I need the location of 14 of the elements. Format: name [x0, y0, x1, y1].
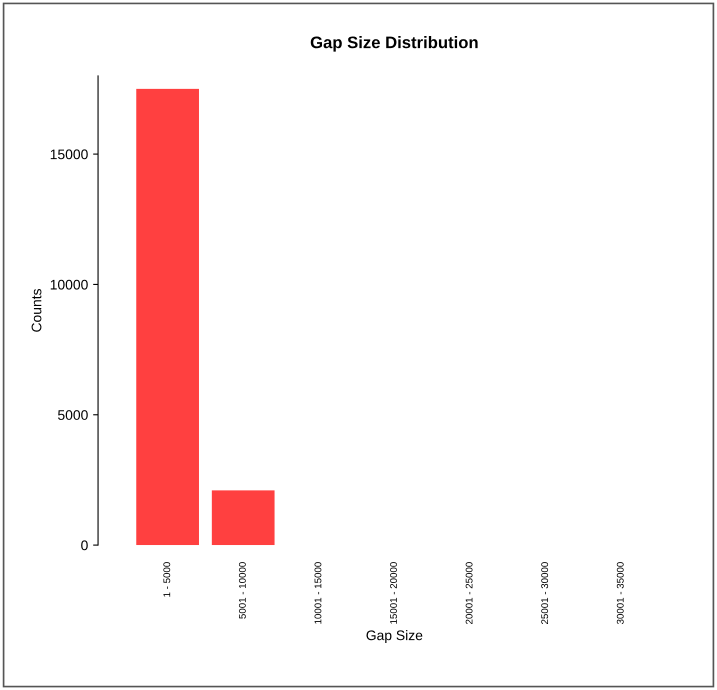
x-tick-label: 1 - 5000 [163, 562, 170, 597]
y-tick-label: 15000 [50, 149, 88, 160]
y-tick-label: 0 [81, 540, 88, 550]
y-tick-label: 5000 [58, 410, 88, 420]
x-tick-label: 20001 - 25000 [466, 562, 473, 624]
y-axis-title: Counts [32, 288, 42, 332]
x-tick-label: 5001 - 10000 [238, 562, 246, 619]
x-tick-label: 10001 - 15000 [314, 562, 322, 624]
x-tick-label: 25001 - 30000 [541, 562, 548, 624]
x-tick-label: 30001 - 35000 [616, 562, 624, 624]
chart-title: Gap Size Distribution [310, 36, 478, 52]
x-axis-title: Gap Size [366, 630, 422, 643]
x-tick-label: 15001 - 20000 [390, 562, 397, 624]
y-tick-label: 10000 [50, 280, 88, 290]
